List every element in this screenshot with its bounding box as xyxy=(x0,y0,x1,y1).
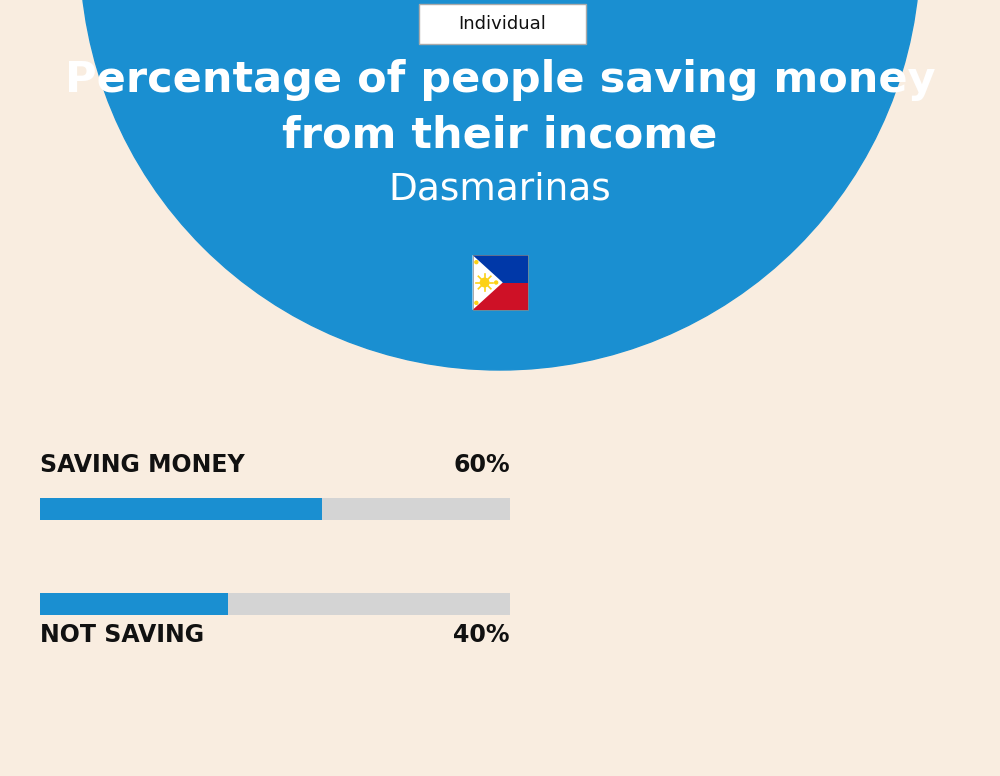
Text: Percentage of people saving money: Percentage of people saving money xyxy=(65,59,935,101)
Bar xyxy=(40,498,322,520)
Bar xyxy=(40,593,510,615)
Bar xyxy=(473,255,528,310)
FancyBboxPatch shape xyxy=(419,4,586,44)
Circle shape xyxy=(474,300,479,305)
Text: 60%: 60% xyxy=(453,453,510,477)
Polygon shape xyxy=(473,255,503,310)
Text: Individual: Individual xyxy=(459,15,546,33)
Circle shape xyxy=(474,260,479,265)
Circle shape xyxy=(480,278,490,287)
Text: Dasmarinas: Dasmarinas xyxy=(389,172,611,208)
Text: SAVING MONEY: SAVING MONEY xyxy=(40,453,245,477)
Bar xyxy=(473,282,528,310)
Circle shape xyxy=(80,0,920,370)
Bar xyxy=(40,498,510,520)
Bar xyxy=(40,593,228,615)
Text: NOT SAVING: NOT SAVING xyxy=(40,623,204,647)
Text: from their income: from their income xyxy=(282,114,718,156)
Circle shape xyxy=(494,280,498,285)
Text: 40%: 40% xyxy=(454,623,510,647)
Bar xyxy=(473,255,528,282)
